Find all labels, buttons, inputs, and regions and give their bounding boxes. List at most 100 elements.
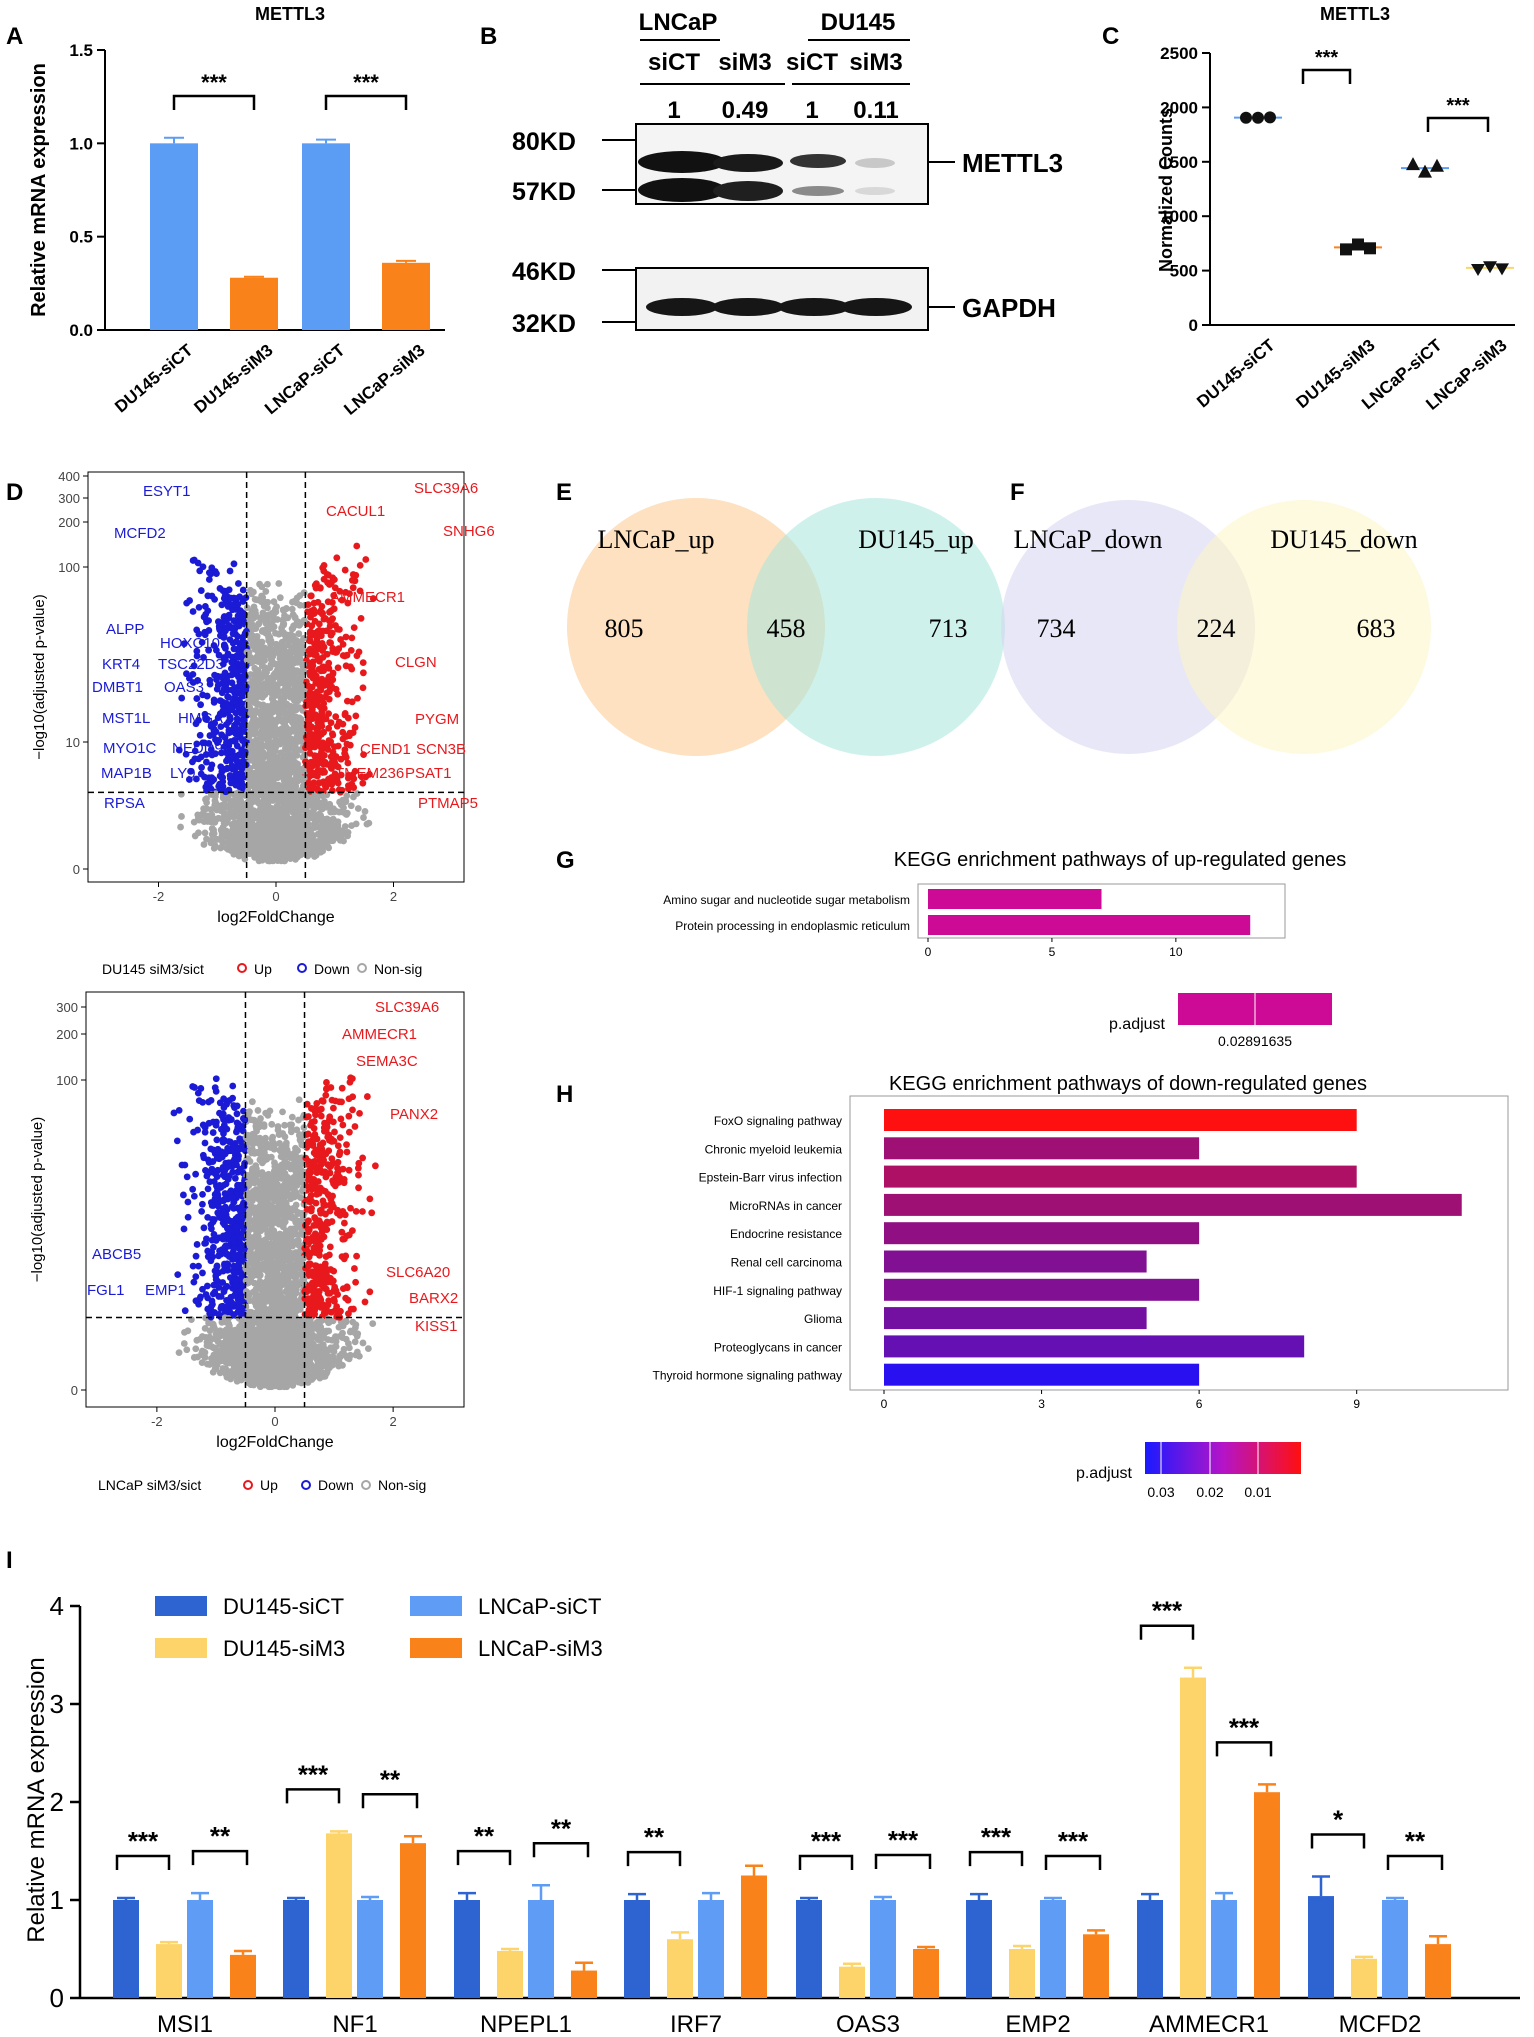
blot-band-80kd [790, 154, 846, 168]
volcano-d1-point [316, 584, 324, 592]
volcano-d1-point [357, 614, 365, 622]
volcano-d1-point [294, 851, 302, 858]
volcano-d1-point [311, 844, 318, 852]
volcano-d1-down-label: HMGA1 [178, 710, 231, 727]
volcano-d1-point [185, 776, 193, 783]
volcano-d1-point [254, 836, 262, 844]
panel-a-ytick-label: 0.0 [69, 321, 93, 340]
volcano-d1-point [366, 770, 373, 778]
volcano-d1-point [193, 652, 201, 660]
volcano-d1-point [230, 645, 238, 653]
volcano-d1-point [296, 689, 304, 696]
volcano-d1-point [353, 790, 361, 797]
volcano-d1-point [329, 645, 337, 653]
volcano-d1-point [238, 784, 246, 792]
volcano-d1-point [302, 678, 310, 686]
volcano-d1-points [175, 542, 377, 865]
volcano-d1-point [258, 659, 265, 667]
volcano-d1-point [325, 724, 333, 732]
volcano-d1-point [217, 826, 225, 834]
volcano-d1-point [212, 790, 220, 798]
volcano-d1-point [235, 763, 243, 770]
volcano-d1-xlabel: log2FoldChange [217, 909, 335, 926]
volcano-d1-down-label: RPSA [104, 795, 145, 812]
blot-band-gapdh [778, 298, 850, 316]
volcano-d1-point [265, 631, 272, 639]
volcano-d1-point [206, 676, 214, 684]
volcano-d1-point [226, 772, 234, 779]
volcano-d1-point [248, 590, 256, 598]
volcano-d1-point [270, 623, 278, 631]
panel-letter-a: A [6, 23, 23, 50]
volcano-d1-point [306, 749, 314, 757]
panel-c-sig-1-stars: *** [1315, 47, 1339, 69]
volcano-d1-point [335, 718, 343, 726]
volcano-d1-point [255, 620, 262, 628]
volcano-d1-point [307, 689, 314, 697]
volcano-d1-point [262, 626, 269, 634]
volcano-d1-point [260, 704, 268, 712]
panel-c-point [1430, 158, 1444, 172]
volcano-d1-point [217, 804, 225, 811]
volcano-d1-point [360, 751, 367, 759]
volcano-d1-point [351, 724, 359, 731]
volcano-d1-point [268, 821, 276, 829]
volcano-d1-point [312, 752, 320, 760]
volcano-d1-point [239, 814, 247, 821]
volcano-d1-ytick-label: 200 [58, 515, 80, 530]
volcano-d1-down-label: MST1L [102, 710, 150, 727]
volcano-d1-point [306, 767, 314, 775]
volcano-d1-point [225, 729, 233, 737]
volcano-d1-xtick-label: -2 [153, 889, 165, 904]
volcano-d1-point [320, 575, 328, 583]
volcano-d1-point [309, 658, 317, 666]
panel-c-ytick-label: 1500 [1160, 153, 1198, 172]
volcano-d1-point [294, 825, 301, 833]
volcano-d1-point [315, 620, 323, 628]
volcano-d1-point [183, 670, 190, 678]
volcano-d1-point [320, 561, 328, 569]
volcano-d1-point [263, 794, 271, 802]
volcano-d1-point [212, 816, 219, 823]
volcano-d1-up-label: CACUL1 [326, 503, 385, 520]
volcano-d1-point [248, 635, 256, 643]
volcano-d1-point [257, 823, 265, 831]
volcano-d2-point [329, 1277, 337, 1285]
volcano-d1-point [280, 616, 287, 623]
panel-c-sig-2-stars: *** [1446, 95, 1470, 117]
panel-a-ylabel: Relative mRNA expression [28, 63, 50, 317]
volcano-d2-point [369, 1320, 377, 1327]
panel-c-point [1264, 111, 1276, 124]
volcano-d1-point [216, 697, 224, 705]
volcano-d1-down-label: MCFD2 [114, 525, 166, 542]
volcano-d1-legend-label: Down [314, 961, 350, 977]
volcano-d1-point [268, 655, 275, 663]
volcano-d1-point [326, 639, 334, 646]
blot-band-80kd [855, 158, 895, 168]
volcano-d1-point [254, 675, 262, 683]
volcano-d1-point [339, 641, 347, 648]
volcano-d1-point [294, 777, 302, 785]
volcano-d1-point [256, 850, 264, 857]
volcano-d1-point [233, 622, 241, 630]
volcano-d1-point [284, 729, 292, 737]
volcano-d1-point [268, 611, 275, 619]
volcano-d1-point [300, 589, 308, 596]
volcano-d2-point [180, 1225, 188, 1233]
volcano-d1-point [199, 563, 207, 571]
volcano-d1-point [228, 671, 236, 679]
volcano-d1-point [354, 805, 362, 812]
volcano-d1-point [216, 626, 224, 634]
volcano-d1-point [281, 680, 289, 688]
volcano-d1-point [247, 812, 255, 820]
volcano-d1-point [239, 586, 247, 594]
volcano-d1-point [250, 729, 258, 736]
panel-a-xtick-label: DU145-siCT [111, 340, 197, 416]
volcano-d1-point [274, 757, 282, 765]
volcano-d1-point [347, 647, 355, 654]
volcano-d1-point [317, 608, 325, 616]
volcano-d1-point [280, 812, 288, 820]
volcano-d1-point [313, 772, 321, 780]
volcano-d1-point [283, 700, 291, 708]
volcano-d1-point [328, 730, 336, 738]
